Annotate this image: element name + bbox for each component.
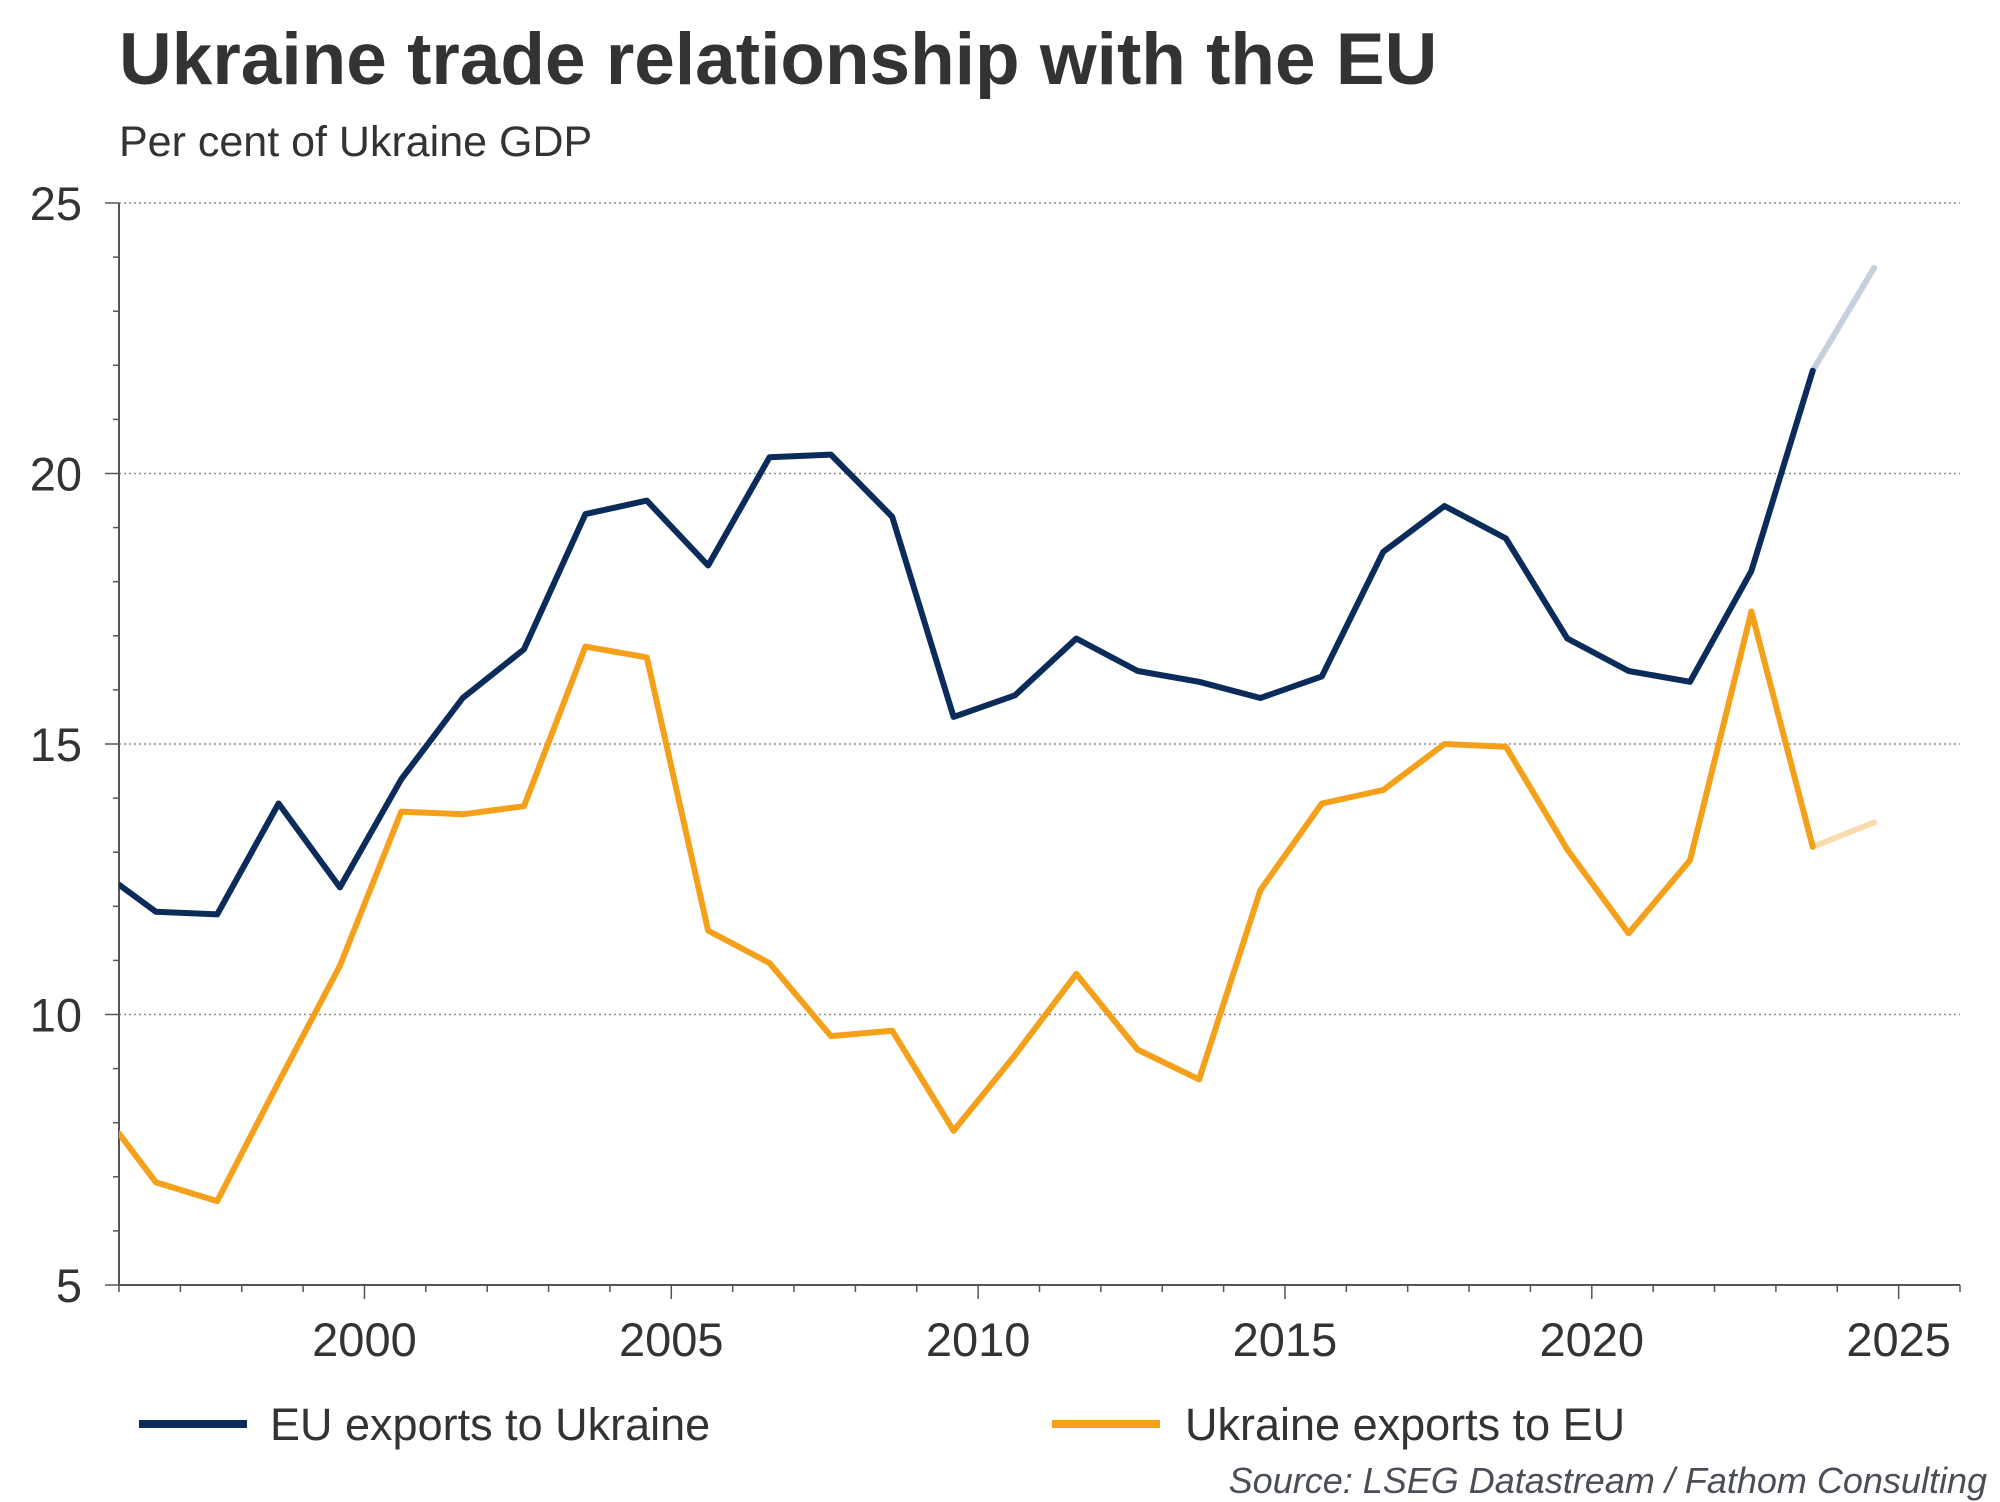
y-tick-label: 25	[30, 177, 82, 230]
y-tick-label: 10	[30, 989, 82, 1042]
grid-lines	[119, 202, 1960, 1016]
series-line-ukraine-exports-to-eu	[119, 608, 1816, 1205]
y-tick-label: 5	[56, 1259, 82, 1312]
y-tick-label: 15	[30, 718, 82, 771]
axes	[105, 202, 1961, 1299]
legend-label: Ukraine exports to EU	[1185, 1399, 1625, 1450]
legend: EU exports to Ukraine Ukraine exports to …	[139, 1399, 1625, 1450]
x-axis-labels: 2000 2005 2010 2015 2020 2025	[312, 1313, 1951, 1366]
x-tick-label: 2000	[312, 1313, 417, 1366]
series-projection-ukraine-exports-to-eu	[1809, 819, 1878, 850]
y-tick-label: 20	[30, 448, 82, 501]
legend-label: EU exports to Ukraine	[270, 1399, 710, 1450]
x-tick-label: 2025	[1846, 1313, 1951, 1366]
y-axis-labels: 5 10 15 20 25	[30, 177, 82, 1312]
x-tick-label: 2015	[1233, 1313, 1338, 1366]
x-tick-label: 2010	[926, 1313, 1031, 1366]
x-tick-label: 2005	[619, 1313, 724, 1366]
chart-title: Ukraine trade relationship with the EU	[119, 19, 1438, 100]
series-projection-eu-exports-to-ukraine	[1809, 264, 1878, 374]
chart-subtitle: Per cent of Ukraine GDP	[119, 118, 593, 166]
series-line-eu-exports-to-ukraine	[119, 367, 1816, 918]
x-tick-label: 2020	[1540, 1313, 1645, 1366]
series-lines	[119, 264, 1878, 1205]
source-note: Source: LSEG Datastream / Fathom Consult…	[1228, 1460, 1987, 1501]
